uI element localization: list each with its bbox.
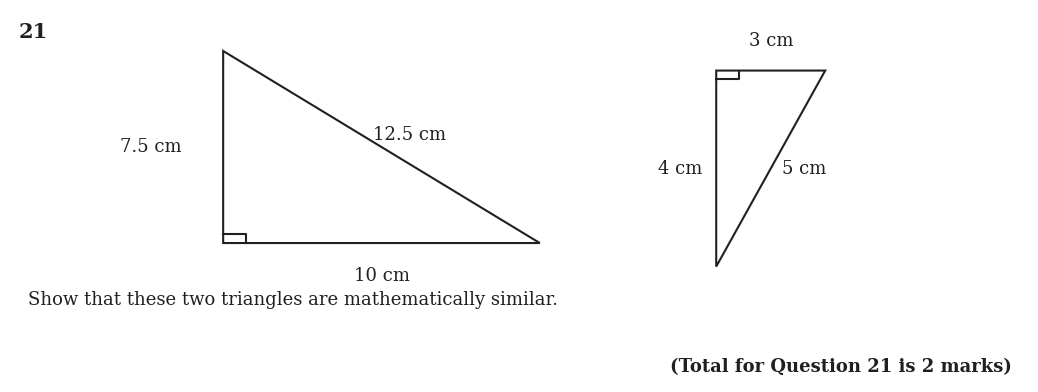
Text: 4 cm: 4 cm bbox=[658, 160, 702, 178]
Text: 10 cm: 10 cm bbox=[354, 267, 410, 285]
Text: 3 cm: 3 cm bbox=[749, 32, 793, 50]
Text: Show that these two triangles are mathematically similar.: Show that these two triangles are mathem… bbox=[28, 291, 558, 309]
Text: 21: 21 bbox=[19, 22, 48, 42]
Text: 12.5 cm: 12.5 cm bbox=[374, 126, 446, 144]
Text: (Total for Question 21 is 2 marks): (Total for Question 21 is 2 marks) bbox=[671, 358, 1012, 376]
Text: 5 cm: 5 cm bbox=[783, 160, 826, 178]
Text: 7.5 cm: 7.5 cm bbox=[119, 138, 182, 156]
